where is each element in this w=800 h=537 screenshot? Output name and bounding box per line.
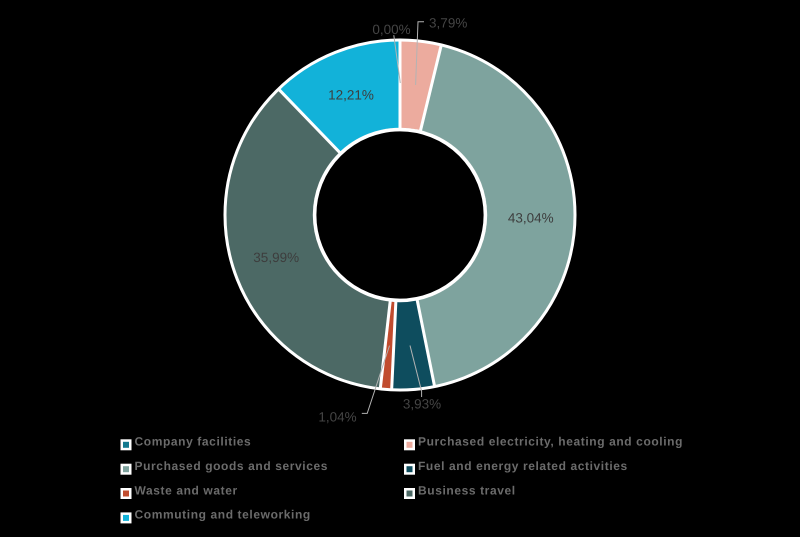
svg-text:43,04%: 43,04%	[508, 211, 554, 226]
svg-text:0,00%: 0,00%	[372, 22, 410, 37]
svg-text:Business travel: Business travel	[418, 483, 516, 497]
svg-text:Company facilities: Company facilities	[135, 435, 252, 449]
svg-text:Purchased goods and services: Purchased goods and services	[135, 459, 329, 473]
svg-text:1,04%: 1,04%	[318, 409, 356, 424]
svg-text:Waste and water: Waste and water	[135, 483, 238, 497]
svg-text:3,93%: 3,93%	[403, 397, 441, 412]
svg-text:Purchased electricity, heating: Purchased electricity, heating and cooli…	[418, 435, 683, 449]
svg-text:12,21%: 12,21%	[328, 87, 374, 102]
svg-text:Commuting and teleworking: Commuting and teleworking	[135, 508, 311, 522]
svg-text:35,99%: 35,99%	[253, 250, 299, 265]
svg-text:Fuel and energy related activi: Fuel and energy related activities	[418, 459, 628, 473]
svg-text:3,79%: 3,79%	[429, 16, 467, 31]
